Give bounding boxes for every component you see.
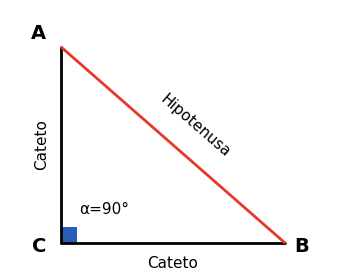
Text: Hipotenusa: Hipotenusa bbox=[158, 91, 233, 160]
Text: Cateto: Cateto bbox=[148, 256, 198, 271]
Text: Cateto: Cateto bbox=[35, 120, 49, 170]
Text: α=90°: α=90° bbox=[80, 202, 130, 217]
Text: C: C bbox=[32, 237, 46, 256]
Text: B: B bbox=[294, 237, 309, 256]
Bar bbox=[62, 227, 77, 243]
Text: A: A bbox=[31, 24, 46, 43]
